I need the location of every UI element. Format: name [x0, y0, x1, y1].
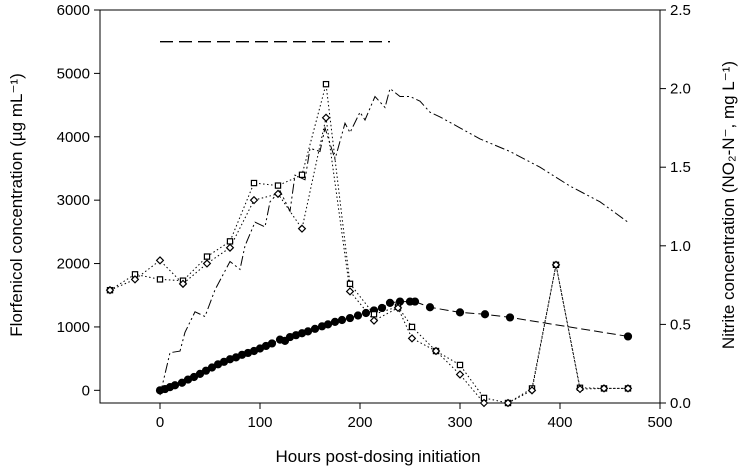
data-point — [505, 313, 515, 322]
y-left-tick-label: 6000 — [57, 2, 90, 19]
data-point — [361, 308, 371, 318]
data-point — [297, 224, 307, 233]
data-point — [321, 113, 331, 123]
series-3-line — [159, 87, 629, 396]
data-point — [267, 339, 277, 348]
data-point — [410, 297, 420, 306]
data-point — [345, 313, 355, 323]
data-point — [130, 275, 140, 284]
plot-frame — [99, 9, 661, 404]
data-point — [480, 310, 490, 319]
y-axis-title-right: Nitrite concentration (NO₂-N⁻, mg L⁻¹) — [719, 61, 738, 349]
y-left-tick-label: 5000 — [57, 65, 90, 82]
x-tick-label: 400 — [547, 414, 572, 431]
data-point — [298, 171, 306, 179]
data-point — [273, 189, 283, 199]
data-point — [345, 287, 355, 296]
data-point — [202, 259, 212, 268]
data-point — [155, 256, 165, 265]
data-point — [323, 320, 333, 329]
series-1-line — [109, 84, 628, 404]
y-right-tick-label: 0.0 — [670, 395, 691, 412]
y-left-tick-label: 3000 — [57, 192, 90, 209]
data-point — [346, 280, 354, 288]
data-point — [249, 195, 259, 205]
data-point — [274, 182, 282, 189]
data-point — [503, 398, 513, 408]
data-point — [178, 279, 188, 289]
data-point — [408, 323, 416, 331]
y-right-tick-label: 1.5 — [670, 159, 691, 176]
data-point — [385, 298, 395, 307]
data-point — [203, 253, 211, 260]
data-point — [369, 316, 379, 325]
data-point — [377, 303, 387, 313]
data-point — [425, 303, 435, 312]
data-point — [330, 317, 340, 326]
data-point — [407, 334, 417, 343]
y-left-tick-label: 4000 — [57, 129, 90, 146]
y-axis-title-left: Florfenicol concentration (µg mL⁻¹) — [7, 73, 26, 336]
data-point — [455, 370, 465, 379]
x-tick-label: 200 — [347, 414, 372, 431]
data-point — [156, 276, 164, 283]
data-point — [456, 361, 464, 369]
y-right-tick-label: 2.5 — [670, 2, 691, 19]
y-left-tick-label: 1000 — [57, 319, 90, 336]
data-point — [527, 386, 537, 395]
data-point — [623, 332, 633, 341]
data-point — [353, 311, 363, 320]
data-point — [225, 243, 235, 252]
plot-border — [99, 9, 661, 404]
y-right-tick-label: 2.0 — [670, 81, 691, 98]
x-tick-label: 300 — [447, 414, 472, 431]
x-tick-label: 0 — [156, 414, 164, 431]
data-point — [479, 398, 489, 408]
data-point — [551, 260, 561, 270]
data-point — [337, 315, 347, 325]
data-point — [226, 238, 234, 245]
series-layer — [109, 84, 629, 404]
data-point — [575, 384, 585, 394]
y-left-tick-label: 0 — [82, 382, 90, 399]
y-right-tick-label: 1.0 — [670, 238, 691, 255]
y-left-tick-label: 2000 — [57, 256, 90, 273]
data-point — [250, 179, 258, 187]
ticks: 0 100 200 300 400 500010002000300040005000600… — [57, 2, 691, 431]
y-right-tick-label: 0.5 — [670, 316, 691, 333]
data-point — [599, 384, 609, 393]
x-tick-label: 100 — [247, 414, 272, 431]
data-point — [322, 80, 330, 88]
data-point — [455, 308, 465, 317]
x-tick-label: 500 — [647, 414, 672, 431]
data-point — [170, 381, 180, 390]
markers-layer — [105, 80, 633, 408]
series-2-line — [109, 117, 628, 404]
series-0-line — [159, 301, 629, 391]
data-point — [623, 384, 633, 393]
data-point — [310, 324, 320, 333]
data-point — [370, 311, 378, 318]
x-axis-title: Hours post-dosing initiation — [275, 447, 480, 466]
data-point — [431, 346, 441, 356]
data-point — [303, 327, 313, 336]
data-point — [105, 285, 115, 295]
data-point — [393, 303, 403, 313]
